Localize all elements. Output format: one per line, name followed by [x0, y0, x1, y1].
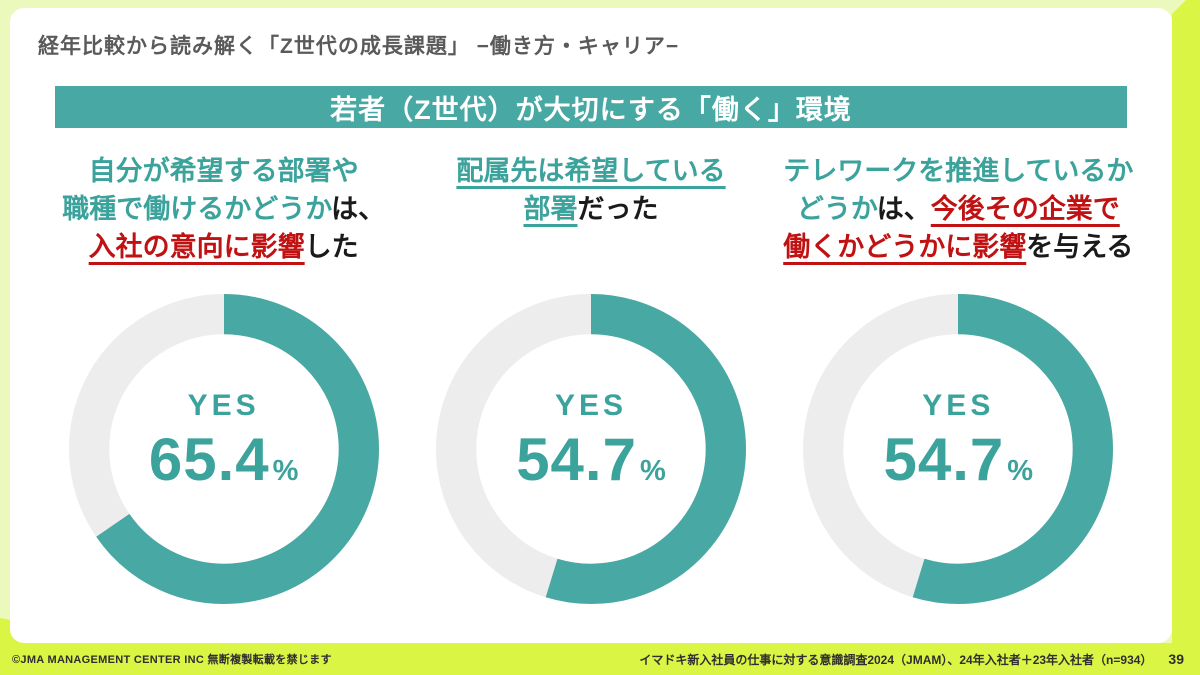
donut-chart-1: YES 65.4 % [68, 294, 379, 604]
donut-value-row-3: 54.7 % [884, 425, 1034, 494]
donut-unit-1: % [272, 454, 299, 487]
donut-ring-3 [803, 294, 1114, 604]
chart-heading-1: 自分が希望する部署や 職種で働けるかどうかは、 入社の意向に影響した [62, 156, 386, 262]
chart-columns: 自分が希望する部署や 職種で働けるかどうかは、 入社の意向に影響した YES 65.… [40, 152, 1142, 604]
chart-heading-2: 配属先は希望している 部署だった [456, 156, 726, 224]
donut-unit-2: % [639, 454, 666, 487]
chart-heading-3: テレワークを推進しているか どうかは、今後その企業で 働くかどうかに影響を与える [783, 156, 1134, 262]
footer-source-note: イマドキ新入社員の仕事に対する意識調査2024（JMAM）、24年入社者＋23年… [639, 653, 1153, 667]
chart-column-3: テレワークを推進しているか どうかは、今後その企業で 働くかどうかに影響を与える Y… [775, 152, 1142, 604]
donut-chart-3: YES 54.7 % [803, 294, 1114, 604]
donut-center-2: YES 54.7 % [436, 286, 746, 596]
donut-center-1: YES 65.4 % [69, 286, 379, 596]
footer-copyright: ©JMA MANAGEMENT CENTER INC 無断複製転載を禁じます [12, 654, 332, 666]
donut-value-row-1: 65.4 % [149, 425, 299, 494]
donut-value-1: 65.4 [148, 425, 270, 493]
footer-right: イマドキ新入社員の仕事に対する意識調査2024（JMAM）、24年入社者＋23年… [639, 651, 1184, 668]
donut-value-3: 54.7 [883, 425, 1005, 493]
banner-title: 若者（Z世代）が大切にする「働く」環境 [55, 86, 1127, 128]
donut-unit-3: % [1007, 454, 1034, 487]
donut-ring-2 [435, 294, 746, 604]
slide-header-title: 経年比較から読み解く「Z世代の成長課題」 −働き方・キャリア− [38, 35, 680, 58]
donut-value-row-2: 54.7 % [516, 425, 666, 494]
page-number: 39 [1168, 651, 1184, 667]
donut-chart-2: YES 54.7 % [435, 294, 746, 604]
slide-card: 経年比較から読み解く「Z世代の成長課題」 −働き方・キャリア− 若者（Z世代）が… [10, 8, 1172, 643]
donut-label-2: YES [554, 388, 627, 422]
chart-column-1: 自分が希望する部署や 職種で働けるかどうかは、 入社の意向に影響した YES 65.… [40, 152, 407, 604]
donut-label-1: YES [187, 388, 260, 422]
donut-center-3: YES 54.7 % [803, 286, 1113, 596]
donut-label-3: YES [922, 388, 995, 422]
donut-value-2: 54.7 [516, 425, 637, 493]
chart-column-2: 配属先は希望している 部署だった YES 54.7 % [407, 152, 774, 604]
donut-ring-1 [68, 294, 379, 604]
